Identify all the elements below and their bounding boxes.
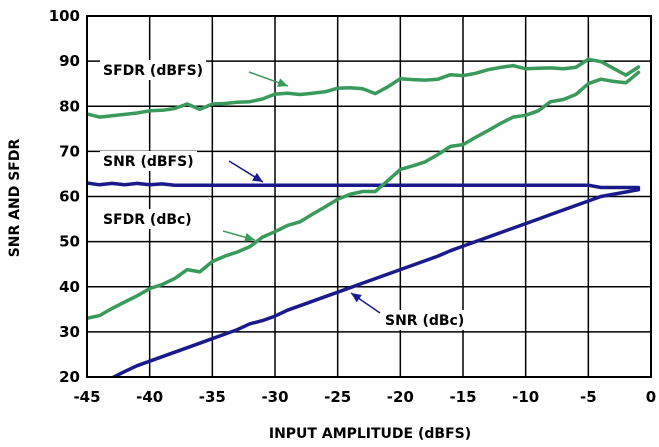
y-tick-labels: 20 30 40 50 60 70 80 90 100 xyxy=(49,7,80,386)
annotation-background xyxy=(100,60,207,80)
x-tick-label: -10 xyxy=(512,388,539,406)
arrowhead-icon xyxy=(351,293,362,303)
x-tick-label: -15 xyxy=(449,388,476,406)
series-line-snr-dbfs xyxy=(87,181,641,190)
annotation-label: SNR (dBFS) xyxy=(103,154,194,170)
annotation-label: SNR (dBc) xyxy=(385,313,464,329)
annotation-background xyxy=(100,209,197,229)
series-line-sfdr-dbc xyxy=(87,70,641,321)
plot-frame xyxy=(86,15,652,378)
y-tick-label: 30 xyxy=(59,323,80,341)
y-tick-label: 90 xyxy=(59,52,80,70)
x-tick-label: 0 xyxy=(646,388,656,406)
annotation-label: SFDR (dBc) xyxy=(103,212,192,228)
y-tick-label: 20 xyxy=(59,368,80,386)
y-tick-label: 50 xyxy=(59,233,80,251)
annotation-snr-dbc: SNR (dBc) xyxy=(350,292,470,330)
annotation-snr-dbfs: SNR (dBFS) xyxy=(100,151,264,183)
annotation-label: SFDR (dBFS) xyxy=(103,63,203,79)
annotations: SFDR (dBFS) SNR (dBFS) SFDR (dBc) SNR (dBc) xyxy=(100,60,470,330)
y-tick-label: 60 xyxy=(59,188,80,206)
annotation-sfdr-dbfs: SFDR (dBFS) xyxy=(100,60,289,87)
y-tick-label: 100 xyxy=(49,7,80,25)
y-tick-label: 80 xyxy=(59,97,80,115)
arrowhead-icon xyxy=(277,78,288,87)
y-tick-label: 40 xyxy=(59,278,80,296)
arrowhead-icon xyxy=(244,232,255,242)
annotation-background xyxy=(100,151,197,171)
series-lines xyxy=(87,57,641,377)
x-tick-label: -40 xyxy=(136,388,163,406)
series-line-snr-dbc xyxy=(109,187,641,377)
arrowhead-icon xyxy=(252,172,263,182)
x-tick-label: -35 xyxy=(199,388,226,406)
x-axis-title: INPUT AMPLITUDE (dBFS) xyxy=(269,426,471,442)
x-tick-label: -45 xyxy=(73,388,100,406)
series-line-sfdr-dbfs xyxy=(87,57,641,119)
y-axis-title: SNR AND SFDR xyxy=(7,139,23,258)
x-tick-label: -20 xyxy=(387,388,414,406)
y-tick-label: 70 xyxy=(59,142,80,160)
x-tick-labels: -45 -40 -35 -30 -25 -20 -15 -10 -5 0 xyxy=(73,388,656,406)
x-tick-label: -5 xyxy=(580,388,597,406)
x-tick-label: -30 xyxy=(261,388,288,406)
annotation-background xyxy=(382,310,470,330)
x-tick-label: -25 xyxy=(324,388,351,406)
annotation-sfdr-dbc: SFDR (dBc) xyxy=(100,209,256,242)
